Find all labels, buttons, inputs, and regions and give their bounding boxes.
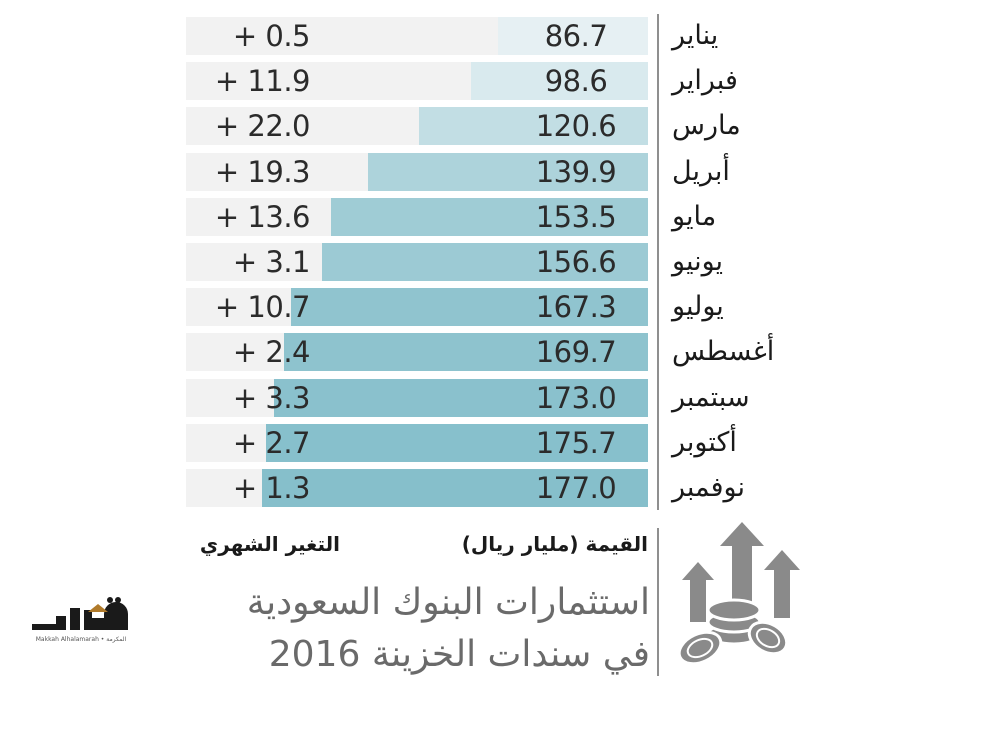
month-label: يونيو (672, 246, 724, 277)
brand-logo: Makkah Alhalamarah • المكرمة (26, 590, 136, 660)
monthly-change-label: + 2.4 (232, 335, 311, 370)
month-label: نوفمبر (672, 472, 746, 503)
monthly-change-label: + 19.3 (214, 154, 311, 189)
month-label: أبريل (672, 155, 730, 187)
chart-area: 86.7 + 0.5 يناير 98.6 + 11.9 فبراير 120.6 + 22.… (186, 17, 775, 507)
month-label: أغسطس (672, 336, 775, 368)
coins-growth-icon (672, 522, 812, 672)
monthly-change-label: + 0.5 (232, 19, 311, 53)
bar-value-label: 153.5 (535, 199, 617, 234)
change-column-label: التغير الشهري (199, 532, 340, 556)
axis-divider (657, 14, 659, 510)
bar-value-label: 173.0 (535, 380, 617, 415)
bar-value-label: 167.3 (535, 290, 617, 325)
monthly-change-label: + 22.0 (214, 109, 311, 144)
month-label: مايو (672, 200, 717, 232)
bar (322, 243, 648, 281)
month-label: يوليو (672, 291, 724, 323)
bar (262, 469, 648, 507)
monthly-change-label: + 1.3 (232, 471, 311, 505)
bar-value-label: 169.7 (535, 335, 617, 370)
monthly-change-label: + 3.1 (232, 245, 311, 279)
monthly-change-label: + 2.7 (232, 425, 311, 460)
bar (284, 333, 648, 372)
brand-logo-mark (32, 597, 128, 630)
bar (471, 62, 648, 101)
bar (331, 197, 648, 236)
month-label: يناير (672, 20, 719, 51)
bar (368, 152, 648, 191)
monthly-change-label: + 3.3 (232, 380, 311, 415)
bar-value-label: 120.6 (535, 109, 617, 144)
bar (265, 423, 648, 462)
monthly-change-label: + 11.9 (214, 64, 311, 99)
month-label: أكتوبر (672, 426, 737, 458)
bar-value-label: 177.0 (535, 471, 617, 505)
bar-value-label: 156.6 (535, 245, 617, 279)
bar-value-label: 139.9 (535, 154, 617, 189)
bar (291, 288, 648, 327)
chart-title: استثمارات البنوك السعودية (246, 582, 650, 623)
bar-value-label: 98.6 (544, 64, 608, 99)
title-divider (657, 528, 659, 676)
bar (274, 378, 648, 417)
bar-value-label: 175.7 (535, 425, 617, 460)
brand-caption: Makkah Alhalamarah • المكرمة (35, 636, 127, 643)
bar (497, 17, 648, 55)
month-label: مارس (672, 110, 741, 142)
bar-value-label: 86.7 (544, 19, 608, 53)
monthly-change-label: + 13.6 (214, 199, 311, 234)
month-label: سبتمبر (672, 381, 750, 413)
monthly-change-label: + 10.7 (214, 290, 311, 325)
bar (418, 107, 648, 146)
month-label: فبراير (672, 65, 738, 97)
value-column-label: القيمة (مليار ريال) (461, 532, 648, 556)
chart-subtitle: في سندات الخزينة 2016 (268, 634, 650, 675)
